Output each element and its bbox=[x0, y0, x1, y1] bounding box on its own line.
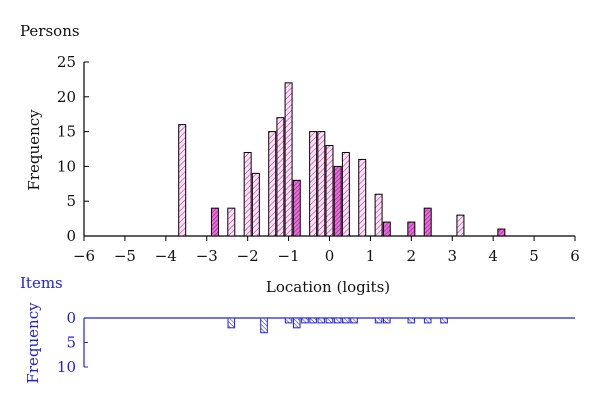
persons-bar bbox=[276, 117, 285, 237]
items-bar bbox=[440, 317, 448, 324]
items-bar bbox=[333, 317, 342, 324]
x-tick-label: 2 bbox=[407, 247, 417, 265]
persons-bar bbox=[423, 207, 432, 237]
items-bar bbox=[292, 317, 301, 329]
persons-bar bbox=[210, 207, 219, 237]
x-tick-label: 0 bbox=[325, 247, 335, 265]
persons-bar bbox=[178, 124, 187, 237]
items-bar bbox=[382, 317, 391, 324]
persons-bar bbox=[251, 172, 260, 237]
items-bar bbox=[309, 317, 317, 324]
persons-title: Persons bbox=[20, 22, 80, 40]
items-bar bbox=[325, 317, 334, 324]
persons-bar bbox=[325, 145, 334, 237]
persons-axes: 0 5 10 15 20 25 −6 −5 −4 −3 −2 −1 0 1 2 3 4 5 6 bbox=[57, 53, 580, 265]
persons-y-tick-label: 15 bbox=[57, 123, 76, 141]
items-bar bbox=[374, 317, 383, 324]
x-tick-label: 3 bbox=[447, 247, 457, 265]
persons-y-tick-label: 20 bbox=[57, 88, 76, 106]
persons-y-tick-label: 25 bbox=[57, 53, 76, 71]
items-y-tick-label: 5 bbox=[66, 334, 76, 352]
persons-bar bbox=[292, 179, 301, 237]
x-tick-label: 5 bbox=[529, 247, 539, 265]
items-bar bbox=[260, 317, 268, 334]
persons-bar bbox=[358, 158, 367, 237]
items-bar bbox=[317, 317, 326, 324]
persons-y-tick-label: 0 bbox=[66, 227, 76, 245]
x-tick-label: −1 bbox=[278, 247, 300, 265]
items-title: Items bbox=[20, 274, 63, 292]
items-bar bbox=[350, 317, 358, 324]
x-tick-label: 4 bbox=[488, 247, 498, 265]
x-tick-label: −4 bbox=[155, 247, 177, 265]
persons-bar bbox=[227, 207, 236, 237]
items-bar bbox=[423, 317, 432, 324]
persons-bar bbox=[407, 221, 416, 237]
items-y-tick-label: 0 bbox=[66, 309, 76, 327]
persons-bar bbox=[309, 131, 318, 237]
x-tick-label: 6 bbox=[570, 247, 580, 265]
items-bar bbox=[284, 317, 293, 324]
items-bar bbox=[342, 317, 350, 324]
persons-bar bbox=[497, 228, 506, 237]
persons-bar bbox=[374, 193, 383, 237]
persons-bar bbox=[317, 131, 326, 237]
x-axis-label: Location (logits) bbox=[266, 278, 390, 296]
persons-bars bbox=[178, 82, 506, 237]
x-tick-label: −6 bbox=[73, 247, 95, 265]
persons-bar bbox=[284, 82, 293, 237]
persons-y-axis-label: Frequency bbox=[25, 109, 43, 191]
x-tick-label: 1 bbox=[366, 247, 376, 265]
x-tick-label: −5 bbox=[114, 247, 136, 265]
items-bar bbox=[227, 317, 236, 329]
persons-bar bbox=[456, 214, 465, 237]
persons-bar bbox=[268, 131, 277, 237]
persons-bar bbox=[243, 151, 252, 237]
items-y-tick-label: 10 bbox=[57, 358, 76, 376]
x-tick-label: −3 bbox=[196, 247, 218, 265]
items-bars bbox=[227, 317, 448, 334]
items-y-axis-label: Frequency bbox=[24, 302, 42, 384]
persons-bar bbox=[382, 221, 391, 237]
items-bar bbox=[407, 317, 416, 324]
persons-bar bbox=[333, 165, 342, 237]
items-bar bbox=[301, 317, 309, 324]
x-tick-label: −2 bbox=[237, 247, 259, 265]
persons-bar bbox=[341, 151, 350, 237]
persons-y-tick-label: 10 bbox=[57, 157, 76, 175]
persons-y-tick-label: 5 bbox=[66, 192, 76, 210]
